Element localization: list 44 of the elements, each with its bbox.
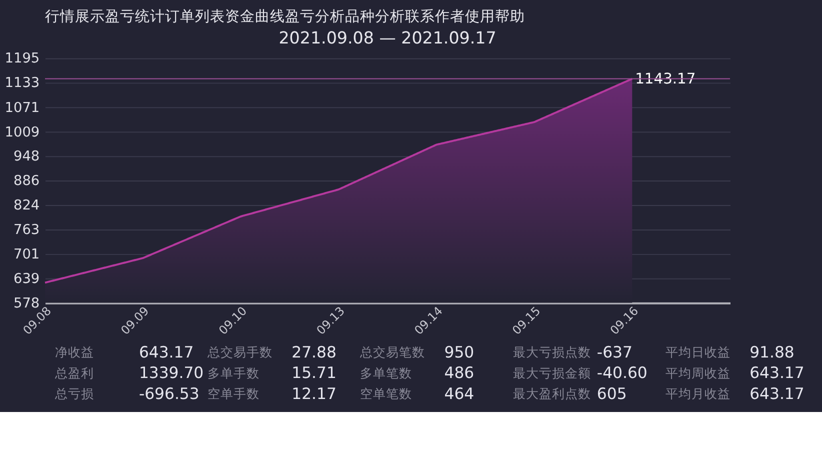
- text: 总亏损: [54, 386, 94, 401]
- y-tick-label: 824: [13, 198, 40, 214]
- text: 平均周收益: [665, 365, 730, 380]
- y-tick-label: 639: [13, 271, 40, 288]
- text: 多单手数: [207, 365, 260, 380]
- text: 空单笔数: [360, 386, 412, 401]
- y-tick-label: 1071: [4, 100, 40, 116]
- y-tick-label: 701: [13, 246, 40, 263]
- text: 643.17: [138, 342, 194, 362]
- data-label: 1143.17: [635, 70, 696, 88]
- text: 1339.70: [138, 363, 204, 382]
- text: 950: [444, 342, 474, 362]
- y-tick-label: 763: [13, 222, 40, 238]
- chart-title: 2021.09.08 — 2021.09.17: [278, 28, 496, 48]
- text: 12.17: [292, 384, 336, 403]
- text: 91.88: [750, 342, 794, 362]
- text: 多单笔数: [360, 365, 412, 380]
- text: 总交易笔数: [359, 344, 426, 360]
- text: 15.71: [292, 363, 336, 382]
- text: 最大亏损点数: [512, 344, 591, 360]
- text: 464: [444, 384, 474, 403]
- text: -40.60: [596, 363, 648, 382]
- text: 总盈利: [54, 365, 94, 380]
- text: 最大亏损金额: [512, 365, 591, 380]
- text: 643.17: [750, 363, 804, 382]
- text: 最大盈利点数: [512, 386, 591, 401]
- text: 643.17: [750, 384, 804, 403]
- text: 605: [596, 384, 627, 403]
- y-tick-label: 948: [13, 148, 40, 165]
- text: 平均月收益: [665, 386, 730, 401]
- text: 净收益: [54, 344, 94, 360]
- text: 总交易手数: [206, 344, 272, 360]
- text: 空单手数: [207, 386, 260, 401]
- y-tick-label: 886: [13, 173, 40, 190]
- text: 486: [444, 363, 474, 382]
- y-tick-label: 1195: [4, 50, 40, 67]
- text: 平均日收益: [665, 344, 730, 360]
- text: -696.53: [138, 384, 200, 403]
- y-tick-label: 1133: [4, 75, 40, 92]
- text: 27.88: [292, 342, 336, 362]
- text: -637: [596, 342, 632, 362]
- text: 行情展示盈亏统计订单列表资金曲线盈亏分析品种分析联系作者使用帮助: [45, 8, 526, 26]
- y-tick-label: 1009: [4, 124, 40, 140]
- y-tick-label: 578: [13, 295, 40, 312]
